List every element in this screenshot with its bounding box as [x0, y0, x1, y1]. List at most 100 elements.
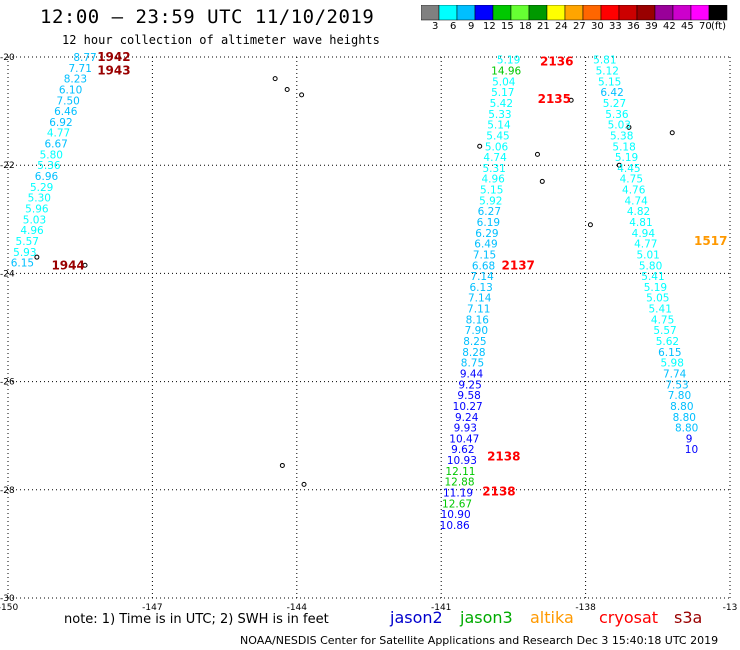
- wave-height-value: 6.92: [49, 117, 72, 129]
- wave-height-value: 4.75: [620, 174, 643, 186]
- x-tick-label: -13: [723, 603, 738, 613]
- wave-height-value: 5.15: [480, 185, 503, 197]
- time-label: 1517: [694, 234, 727, 248]
- wave-height-value: 8.80: [670, 401, 693, 413]
- time-label: 2138: [487, 449, 520, 463]
- color-swatch: [708, 5, 728, 21]
- footer-note: note: 1) Time is in UTC; 2) SWH is in fe…: [64, 612, 329, 627]
- wave-height-value: 7.71: [69, 63, 92, 75]
- wave-height-value: 8.28: [462, 347, 485, 359]
- wave-height-value: 5.33: [488, 109, 511, 121]
- color-scale-label: 42: [663, 21, 676, 32]
- chart-title: 12:00 – 23:59 UTC 11/10/2019: [40, 6, 375, 28]
- wave-height-value: 7.90: [465, 325, 488, 337]
- color-scale-label: 9: [468, 21, 475, 32]
- wave-height-value: 10.47: [449, 433, 479, 445]
- color-scale-labels: 3 6 9 12 15 18 21 24 27 30 33 36 39 42 45 70 (ft): [421, 21, 740, 35]
- wave-height-value: 5.41: [641, 271, 664, 283]
- wave-height-value: 5.93: [13, 247, 36, 259]
- wave-height-value: 4.77: [47, 128, 70, 140]
- wave-height-value: 5.14: [487, 120, 511, 132]
- x-tick-label: -147: [142, 603, 162, 613]
- wave-height-value: 5.36: [37, 160, 61, 172]
- island-outline: [299, 92, 305, 98]
- grid-lines: [7, 56, 731, 599]
- wave-height-value: 5.18: [612, 141, 635, 153]
- wave-height-value: 10.86: [440, 520, 470, 532]
- wave-height-value: 6.15: [658, 347, 681, 359]
- wave-height-value: 5.96: [25, 203, 49, 215]
- island-outline: [301, 481, 307, 487]
- wave-height-value: 5.57: [16, 236, 39, 248]
- wave-height-value: 5.81: [593, 55, 616, 67]
- wave-height-value: 4.74: [624, 195, 648, 207]
- wave-height-value: 7.80: [668, 390, 691, 402]
- time-label: 1942: [97, 50, 130, 64]
- wave-height-value: 4.74: [483, 152, 507, 164]
- y-tick-label: -22: [0, 161, 15, 171]
- wave-height-value: 11.19: [443, 488, 473, 500]
- time-label: 1943: [97, 64, 130, 78]
- wave-height-value: 4.96: [481, 174, 505, 186]
- x-tick-label: -144: [287, 603, 308, 613]
- wave-height-value: 5.31: [482, 163, 505, 175]
- color-scale-label: 24: [555, 21, 568, 32]
- color-scale-label: 27: [573, 21, 586, 32]
- time-label: 2135: [538, 92, 571, 106]
- wave-height-value: 4.82: [627, 206, 650, 218]
- chart-subtitle: 12 hour collection of altimeter wave hei…: [62, 33, 380, 47]
- color-scale-label: 36: [627, 21, 640, 32]
- wave-height-value: 5.19: [644, 282, 667, 294]
- x-tick-label: -138: [575, 603, 596, 613]
- wave-height-value: 5.92: [479, 195, 502, 207]
- wave-height-value: 8.23: [64, 74, 87, 86]
- wave-height-value: 9.44: [460, 368, 484, 380]
- axis-tick-labels: -150 -147 -144 -141 -138 -13 -20 -22 -24 -26 -28 -3…: [0, 53, 737, 613]
- wave-height-value: 9.62: [451, 444, 474, 456]
- wave-height-value: 6.29: [475, 228, 498, 240]
- island-outline: [616, 162, 622, 168]
- wave-height-value: 7.14: [468, 293, 492, 305]
- wave-height-value: 4.94: [632, 228, 656, 240]
- wave-height-value: 8.75: [461, 358, 484, 370]
- color-scale-label: 33: [609, 21, 622, 32]
- island-outline: [279, 462, 285, 468]
- wave-height-value: 8.80: [673, 412, 696, 424]
- wave-height-value: 10.27: [453, 401, 483, 413]
- satellite-legend-s3a: s3a: [674, 608, 703, 627]
- wave-height-value: 5.29: [30, 182, 53, 194]
- wave-height-value: 8.77: [73, 52, 96, 64]
- wave-height-value: 6.42: [600, 87, 623, 99]
- x-tick-label: -150: [0, 603, 18, 613]
- color-scale-label: 12: [483, 21, 496, 32]
- wave-height-value: 5.42: [490, 98, 513, 110]
- time-label: 2137: [502, 258, 535, 272]
- wave-height-value: 8.80: [675, 423, 698, 435]
- wave-height-value: 9.93: [454, 423, 477, 435]
- wave-height-value: 5.38: [610, 130, 633, 142]
- time-label: 1944: [51, 258, 84, 272]
- wave-height-value: 5.80: [639, 260, 662, 272]
- wave-height-value: 8.16: [466, 314, 490, 326]
- wave-height-value: 4.81: [629, 217, 652, 229]
- wave-height-value: 5.19: [615, 152, 638, 164]
- wave-height-value: 5.36: [605, 109, 629, 121]
- island-outline: [34, 254, 40, 260]
- wave-height-value: 4.45: [617, 163, 640, 175]
- island-outline: [82, 262, 88, 268]
- color-scale-bar: [421, 5, 728, 21]
- color-scale-label: 45: [681, 21, 694, 32]
- island-outline: [539, 178, 545, 184]
- wave-height-value: 7.15: [473, 249, 496, 261]
- island-outline: [669, 130, 675, 136]
- wave-height-value: 5.45: [486, 130, 509, 142]
- color-scale-label: 30: [591, 21, 604, 32]
- color-scale-label: 21: [537, 21, 550, 32]
- wave-height-value: 6.27: [478, 206, 501, 218]
- wave-height-value: 10.90: [441, 509, 471, 521]
- island-outline: [477, 143, 483, 149]
- satellite-legend-jason3: jason3: [460, 608, 513, 627]
